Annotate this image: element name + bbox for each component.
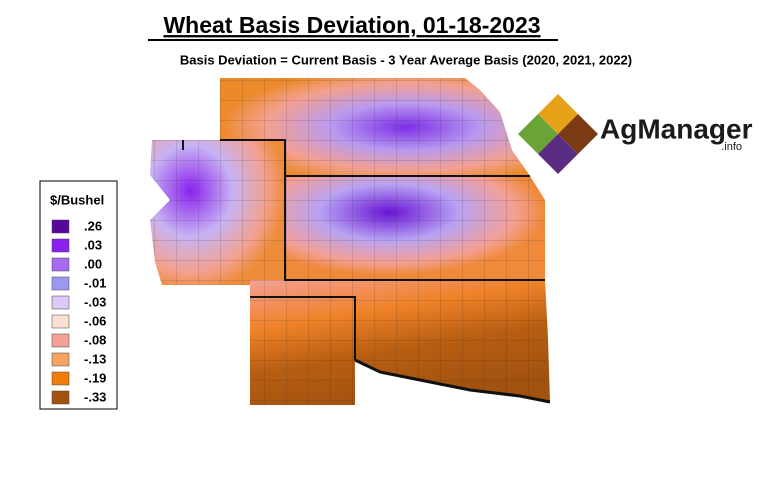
legend-swatch bbox=[51, 314, 70, 329]
legend: $/Bushel .26 .03 .00 -.01 -.03 -.06 -.08 -.13 -.… bbox=[39, 180, 118, 410]
legend-label: -.03 bbox=[84, 294, 106, 309]
legend-swatch bbox=[51, 352, 70, 367]
legend-swatch bbox=[51, 371, 70, 386]
title: Wheat Basis Deviation, 01-18-2023 bbox=[163, 12, 540, 38]
legend-title: $/Bushel bbox=[50, 192, 104, 207]
legend-label: .00 bbox=[84, 256, 102, 271]
legend-swatch bbox=[51, 390, 70, 405]
map bbox=[150, 78, 551, 405]
state-borders bbox=[182, 139, 551, 404]
logo-name: AgManager bbox=[600, 113, 753, 144]
legend-box bbox=[39, 180, 118, 410]
logo: AgManager .info bbox=[518, 94, 753, 174]
legend-label: -.01 bbox=[84, 275, 106, 290]
logo-icon bbox=[538, 134, 578, 174]
logo-suffix: .info bbox=[721, 141, 742, 153]
legend-label: -.06 bbox=[84, 313, 106, 328]
legend-label: -.08 bbox=[84, 332, 106, 347]
legend-label: -.19 bbox=[84, 370, 106, 385]
legend-label: -.13 bbox=[84, 351, 106, 366]
legend-swatch bbox=[51, 238, 70, 253]
legend-label: .26 bbox=[84, 218, 102, 233]
subtitle: Basis Deviation = Current Basis - 3 Year… bbox=[180, 52, 632, 67]
legend-label: .03 bbox=[84, 237, 102, 252]
legend-label: -.33 bbox=[84, 389, 106, 404]
legend-swatch bbox=[51, 295, 70, 310]
legend-swatch bbox=[51, 276, 70, 291]
county-lines bbox=[150, 78, 550, 405]
legend-swatch bbox=[51, 219, 70, 234]
legend-swatch bbox=[51, 257, 70, 272]
legend-swatch bbox=[51, 333, 70, 348]
